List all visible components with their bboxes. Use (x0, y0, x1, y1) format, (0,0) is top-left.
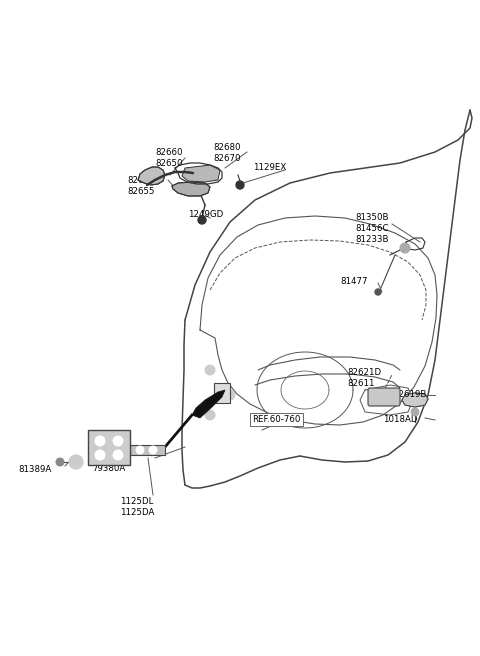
Circle shape (236, 181, 244, 189)
Text: 82665
82655: 82665 82655 (127, 176, 155, 196)
Circle shape (411, 408, 419, 416)
Circle shape (149, 446, 157, 454)
Text: 1125DL
1125DA: 1125DL 1125DA (120, 497, 155, 517)
Polygon shape (88, 430, 130, 465)
Polygon shape (192, 390, 225, 418)
Circle shape (136, 446, 144, 454)
Text: 82619B: 82619B (393, 390, 426, 399)
Circle shape (113, 436, 123, 446)
Circle shape (205, 365, 215, 375)
Polygon shape (138, 167, 165, 185)
Circle shape (95, 450, 105, 460)
Text: 79390
79380A: 79390 79380A (92, 453, 125, 473)
Circle shape (205, 410, 215, 420)
Text: 82680
82670: 82680 82670 (213, 143, 240, 163)
FancyBboxPatch shape (214, 383, 230, 403)
Text: 81350B
81456C
81233B: 81350B 81456C 81233B (355, 213, 388, 244)
Circle shape (198, 216, 206, 224)
Polygon shape (182, 165, 220, 182)
Circle shape (56, 458, 64, 466)
Text: 1129EX: 1129EX (253, 163, 286, 172)
Polygon shape (130, 445, 165, 455)
Text: 1249GD: 1249GD (188, 210, 223, 219)
Circle shape (225, 390, 235, 400)
Text: 81477: 81477 (340, 277, 368, 286)
FancyBboxPatch shape (368, 388, 400, 406)
Text: 1018AD: 1018AD (383, 415, 418, 424)
Text: 82660
82650: 82660 82650 (155, 148, 182, 168)
Polygon shape (172, 182, 210, 196)
Circle shape (95, 436, 105, 446)
Circle shape (69, 455, 83, 469)
Text: 81389A: 81389A (18, 465, 51, 474)
Text: REF.60-760: REF.60-760 (252, 415, 300, 424)
Polygon shape (402, 393, 428, 407)
Circle shape (113, 450, 123, 460)
Circle shape (400, 243, 410, 253)
Circle shape (375, 289, 381, 295)
Text: 82621D
82611: 82621D 82611 (347, 368, 381, 388)
